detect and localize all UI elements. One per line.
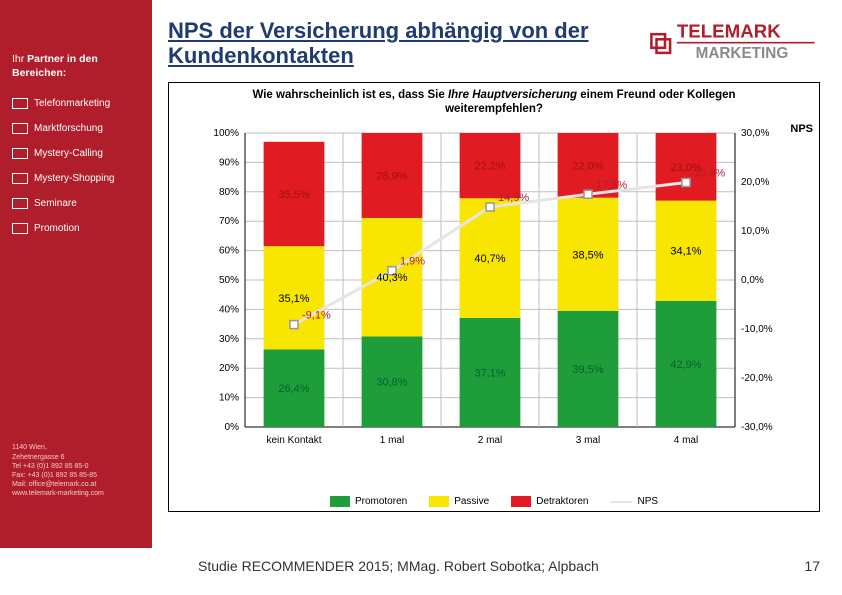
svg-text:30,0%: 30,0% (741, 128, 769, 139)
category-label: 4 mal (674, 435, 698, 446)
sidebar-services-list: Telefonmarketing Marktforschung Mystery-Ca… (0, 86, 152, 242)
checkbox-icon (12, 123, 28, 134)
sidebar-item-label: Seminare (34, 198, 77, 209)
contact-line: Mail: office@telemark.co.at (12, 480, 104, 489)
nps-value-label: 1,9% (400, 256, 425, 268)
bar-label-promotoren: 39,5% (572, 364, 603, 376)
svg-text:90%: 90% (219, 157, 239, 168)
legend-label: Promotoren (355, 496, 407, 507)
svg-text:20%: 20% (219, 363, 239, 374)
sidebar-item: Seminare (0, 192, 152, 217)
legend-label: NPS (637, 496, 658, 507)
chart-title: Wie wahrscheinlich ist es, dass Sie Ihre… (169, 83, 819, 119)
nps-value-label: 17,5% (596, 179, 627, 191)
svg-text:0,0%: 0,0% (741, 275, 764, 286)
bar-label-passive: 35,1% (278, 293, 309, 305)
bar-label-passive: 40,3% (376, 272, 407, 284)
sidebar-item-label: Mystery-Calling (34, 148, 103, 159)
svg-text:60%: 60% (219, 246, 239, 257)
logo-line2: MARKETING (696, 45, 789, 62)
svg-text:50%: 50% (219, 275, 239, 286)
svg-text:40%: 40% (219, 304, 239, 315)
svg-text:0%: 0% (225, 422, 240, 433)
sidebar-item: Marktforschung (0, 117, 152, 142)
bar-label-detraktoren: 22,0% (572, 160, 603, 172)
category-label: 1 mal (380, 435, 404, 446)
legend-item: Passive (429, 496, 489, 507)
svg-text:10%: 10% (219, 393, 239, 404)
chart-legend: Promotoren Passive Detraktoren NPS (169, 496, 819, 507)
footer-citation: Studie RECOMMENDER 2015; MMag. Robert So… (198, 558, 599, 574)
checkbox-icon (12, 173, 28, 184)
bar-label-promotoren: 26,4% (278, 383, 309, 395)
bar-label-detraktoren: 35,5% (278, 189, 309, 201)
page-title: NPS der Versicherung abhängig von der Ku… (168, 18, 608, 69)
nps-value-label: -9,1% (302, 310, 331, 322)
svg-text:30%: 30% (219, 334, 239, 345)
checkbox-icon (12, 223, 28, 234)
contact-line: www.telemark-marketing.com (12, 489, 104, 498)
sidebar-item: Telefonmarketing (0, 92, 152, 117)
svg-text:-10,0%: -10,0% (741, 324, 773, 335)
svg-text:80%: 80% (219, 187, 239, 198)
category-label: 2 mal (478, 435, 502, 446)
sidebar-item: Mystery-Calling (0, 142, 152, 167)
chart-svg: 0% 10% 20% 30% 40% 50% 60% 70% 80% 90% 100% -30,0% -… (209, 125, 779, 465)
sidebar-contact: 1140 Wien,Zehetnergasse 6Tel +43 (0)1 89… (12, 443, 104, 498)
bar-label-passive: 34,1% (670, 246, 701, 258)
right-axis-title: NPS (790, 123, 813, 135)
sidebar-item: Mystery-Shopping (0, 167, 152, 192)
nps-marker (486, 203, 494, 211)
legend-swatch (429, 496, 449, 507)
svg-text:70%: 70% (219, 216, 239, 227)
bar-label-promotoren: 30,8% (376, 377, 407, 389)
contact-line: 1140 Wien, (12, 443, 104, 452)
company-logo: TELEMARK MARKETING (648, 16, 818, 71)
chart-container: Wie wahrscheinlich ist es, dass Sie Ihre… (168, 82, 820, 512)
checkbox-icon (12, 98, 28, 109)
checkbox-icon (12, 148, 28, 159)
sidebar-item-label: Marktforschung (34, 123, 103, 134)
legend-label: Passive (454, 496, 489, 507)
sidebar-item-label: Telefonmarketing (34, 98, 110, 109)
legend-item: NPS (610, 496, 658, 507)
svg-text:20,0%: 20,0% (741, 177, 769, 188)
svg-text:-20,0%: -20,0% (741, 373, 773, 384)
nps-marker (584, 190, 592, 198)
legend-item: Detraktoren (511, 496, 588, 507)
contact-line: Tel +43 (0)1 892 85 85-0 (12, 462, 104, 471)
sidebar: Ihr Partner in den Bereichen: Telefonmar… (0, 0, 152, 548)
bar-label-detraktoren: 28,9% (376, 170, 407, 182)
category-label: kein Kontakt (266, 435, 321, 446)
svg-text:-30,0%: -30,0% (741, 422, 773, 433)
sidebar-item: Promotion (0, 217, 152, 242)
contact-line: Fax: +43 (0)1 892 85 85-85 (12, 471, 104, 480)
nps-marker (290, 321, 298, 329)
bar-label-promotoren: 42,9% (670, 359, 701, 371)
bar-label-promotoren: 37,1% (474, 367, 505, 379)
contact-line: Zehetnergasse 6 (12, 453, 104, 462)
nps-value-label: 14,9% (498, 192, 529, 204)
sidebar-heading: Ihr Partner in den Bereichen: (0, 0, 152, 86)
category-label: 3 mal (576, 435, 600, 446)
checkbox-icon (12, 198, 28, 209)
chart-plot: 0% 10% 20% 30% 40% 50% 60% 70% 80% 90% 100% -30,0% -… (209, 125, 779, 465)
bar-label-detraktoren: 22,2% (474, 161, 505, 173)
bar-label-passive: 40,7% (474, 253, 505, 265)
page-number: 17 (804, 558, 820, 574)
svg-text:100%: 100% (213, 128, 239, 139)
legend-item: Promotoren (330, 496, 407, 507)
legend-line-swatch (610, 501, 632, 503)
bar-label-passive: 38,5% (572, 249, 603, 261)
nps-value-label: 19,9% (694, 167, 725, 179)
legend-label: Detraktoren (536, 496, 588, 507)
sidebar-item-label: Mystery-Shopping (34, 173, 115, 184)
logo-line1: TELEMARK (677, 21, 781, 42)
slide: Ihr Partner in den Bereichen: Telefonmar… (0, 0, 842, 595)
legend-swatch (330, 496, 350, 507)
legend-swatch (511, 496, 531, 507)
nps-marker (682, 178, 690, 186)
sidebar-item-label: Promotion (34, 223, 80, 234)
svg-text:10,0%: 10,0% (741, 226, 769, 237)
